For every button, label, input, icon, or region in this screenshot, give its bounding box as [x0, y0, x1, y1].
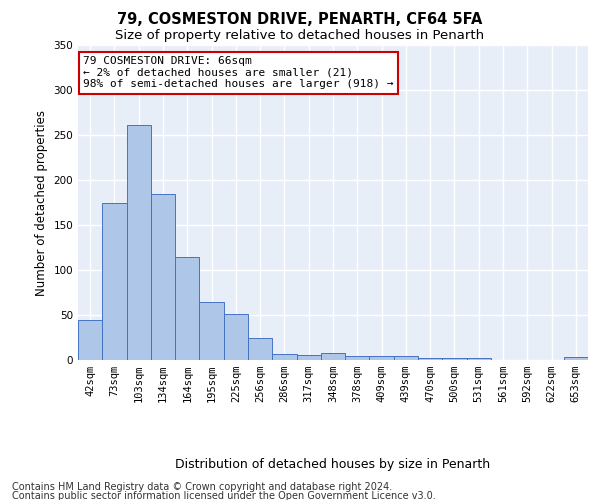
Bar — [199, 302, 224, 360]
Bar — [127, 125, 151, 360]
Text: Size of property relative to detached houses in Penarth: Size of property relative to detached ho… — [115, 29, 485, 42]
Bar — [345, 356, 370, 360]
Bar — [296, 354, 321, 360]
X-axis label: Distribution of detached houses by size in Penarth: Distribution of detached houses by size … — [175, 458, 491, 471]
Y-axis label: Number of detached properties: Number of detached properties — [35, 110, 48, 296]
Bar — [442, 358, 467, 360]
Bar — [272, 354, 296, 360]
Text: 79, COSMESTON DRIVE, PENARTH, CF64 5FA: 79, COSMESTON DRIVE, PENARTH, CF64 5FA — [118, 12, 482, 28]
Text: Contains public sector information licensed under the Open Government Licence v3: Contains public sector information licen… — [12, 491, 436, 500]
Bar — [418, 358, 442, 360]
Bar — [564, 358, 588, 360]
Bar — [467, 358, 491, 360]
Bar — [102, 202, 127, 360]
Text: Contains HM Land Registry data © Crown copyright and database right 2024.: Contains HM Land Registry data © Crown c… — [12, 482, 392, 492]
Bar — [248, 338, 272, 360]
Bar — [175, 258, 199, 360]
Text: 79 COSMESTON DRIVE: 66sqm
← 2% of detached houses are smaller (21)
98% of semi-d: 79 COSMESTON DRIVE: 66sqm ← 2% of detach… — [83, 56, 394, 89]
Bar — [224, 314, 248, 360]
Bar — [394, 356, 418, 360]
Bar — [78, 320, 102, 360]
Bar — [370, 356, 394, 360]
Bar — [321, 353, 345, 360]
Bar — [151, 194, 175, 360]
